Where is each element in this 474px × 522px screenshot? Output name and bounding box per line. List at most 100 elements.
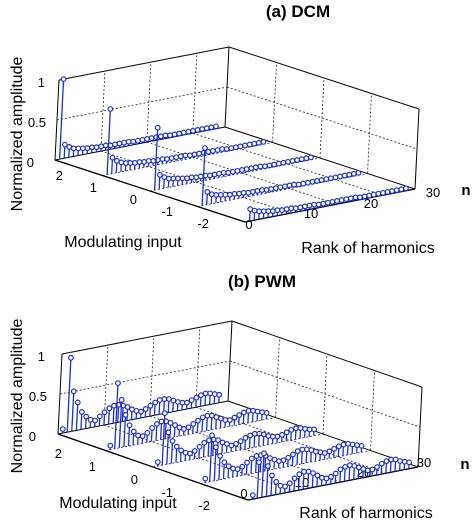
stem: [161, 413, 166, 466]
data-point: [314, 472, 321, 479]
z-tick-1: 0.5: [29, 389, 47, 404]
data-point: [279, 207, 285, 213]
data-point: [153, 420, 160, 427]
data-point: [74, 399, 81, 406]
data-point: [243, 166, 250, 172]
data-point: [161, 410, 168, 417]
data-point: [228, 145, 235, 152]
data-point: [187, 450, 193, 457]
data-point: [296, 471, 303, 478]
data-point: [136, 159, 143, 165]
stem: [170, 440, 174, 464]
data-point: [204, 189, 211, 195]
data-point: [268, 186, 275, 192]
data-point: [269, 208, 276, 214]
data-point: [340, 441, 347, 448]
grid-line: [59, 360, 231, 395]
data-point: [201, 439, 208, 446]
data-point: [79, 145, 86, 152]
data-point: [154, 459, 161, 466]
data-point: [240, 189, 247, 196]
data-point: [202, 390, 209, 397]
data-point: [231, 190, 238, 197]
data-point: [293, 425, 299, 432]
data-point: [350, 170, 357, 177]
data-point: [102, 142, 109, 149]
data-point: [380, 189, 386, 196]
y-axis-line: [57, 433, 249, 501]
stem: [123, 414, 127, 447]
data-point: [127, 160, 134, 166]
data-point: [246, 141, 253, 148]
stem: [270, 475, 273, 496]
data-point: [393, 187, 400, 194]
data-point: [167, 132, 173, 139]
data-point: [182, 449, 189, 456]
grid-line: [192, 53, 198, 134]
data-point: [265, 208, 272, 215]
data-point: [401, 458, 408, 465]
data-point: [202, 475, 209, 482]
data-point: [262, 163, 268, 170]
data-point: [251, 207, 258, 214]
data-point: [309, 178, 316, 185]
data-point: [266, 162, 273, 169]
data-point: [121, 139, 128, 146]
data-point: [162, 132, 169, 139]
data-point: [264, 463, 271, 469]
data-point: [321, 450, 328, 456]
y-axis-line: [54, 159, 246, 223]
data-point: [337, 173, 343, 180]
data-point: [171, 131, 178, 138]
data-point: [277, 482, 284, 489]
data-point: [191, 151, 198, 158]
data-point: [257, 163, 264, 170]
data-point: [388, 456, 394, 463]
data-point: [332, 174, 339, 181]
data-point: [109, 154, 116, 161]
data-point: [142, 406, 149, 412]
data-point: [107, 106, 114, 112]
data-point: [261, 450, 267, 457]
data-point: [184, 399, 190, 406]
y-axis-label: Modulating input: [59, 495, 177, 512]
data-point: [297, 425, 304, 431]
data-point: [346, 171, 353, 178]
data-point: [206, 437, 212, 444]
data-point: [274, 207, 281, 214]
data-point: [84, 145, 91, 152]
data-point: [141, 158, 148, 165]
grid-line: [56, 86, 228, 121]
data-point: [304, 179, 311, 186]
data-point: [297, 204, 304, 211]
data-point: [118, 159, 125, 166]
panel-pwm: (b) PWM Normalized amplitude 0 0.5 1 2 1…: [9, 272, 470, 522]
data-point: [215, 437, 221, 444]
data-point: [198, 392, 204, 399]
data-point: [256, 430, 263, 437]
data-point: [303, 446, 310, 453]
data-point: [327, 175, 334, 182]
data-point: [197, 173, 204, 180]
y-tick-m1: -1: [161, 485, 173, 500]
stem: [201, 147, 206, 206]
data-point: [286, 480, 293, 487]
data-point: [329, 198, 336, 205]
data-point: [165, 175, 172, 182]
data-point: [220, 169, 227, 176]
data-point: [217, 191, 224, 198]
data-point: [345, 440, 351, 447]
data-point: [271, 161, 278, 168]
grid-line: [272, 62, 277, 143]
data-point: [195, 417, 201, 424]
data-point: [364, 467, 371, 474]
data-point: [228, 442, 235, 449]
stem: [213, 447, 217, 481]
z-tick-0: 0: [29, 429, 36, 444]
data-point: [361, 193, 368, 200]
data-point: [133, 407, 140, 414]
data-point: [177, 153, 184, 160]
grid-line: [61, 320, 233, 355]
data-point: [232, 144, 239, 151]
data-point: [60, 76, 67, 83]
